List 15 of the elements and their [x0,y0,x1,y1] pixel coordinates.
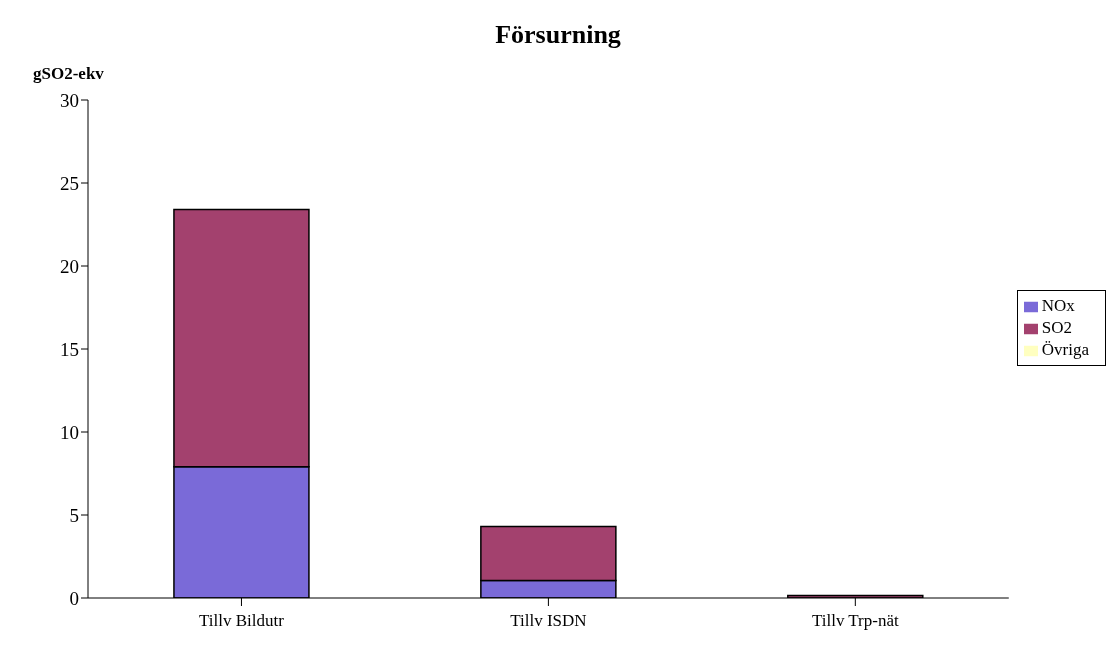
y-tick-label: 10 [60,421,79,443]
chart-title: Försurning [494,20,622,50]
x-tick-label: Tillv Trp-nät [811,611,899,631]
x-tick-label: Tillv Bildutr [199,611,285,631]
y-tick-label: 15 [60,338,79,360]
y-tick-label: 0 [69,587,79,609]
y-tick-label: 5 [69,504,79,526]
x-tick-label: Tillv ISDN [510,611,587,631]
y-tick-label: 20 [60,255,79,277]
legend-label: Övriga [1041,340,1089,359]
y-axis-title: gSO2-ekv [33,64,104,84]
legend-label: SO2 [1041,318,1073,337]
legend-label: NOx [1041,296,1075,315]
y-tick-label: 25 [60,172,79,194]
y-tick-label: 30 [60,89,79,111]
